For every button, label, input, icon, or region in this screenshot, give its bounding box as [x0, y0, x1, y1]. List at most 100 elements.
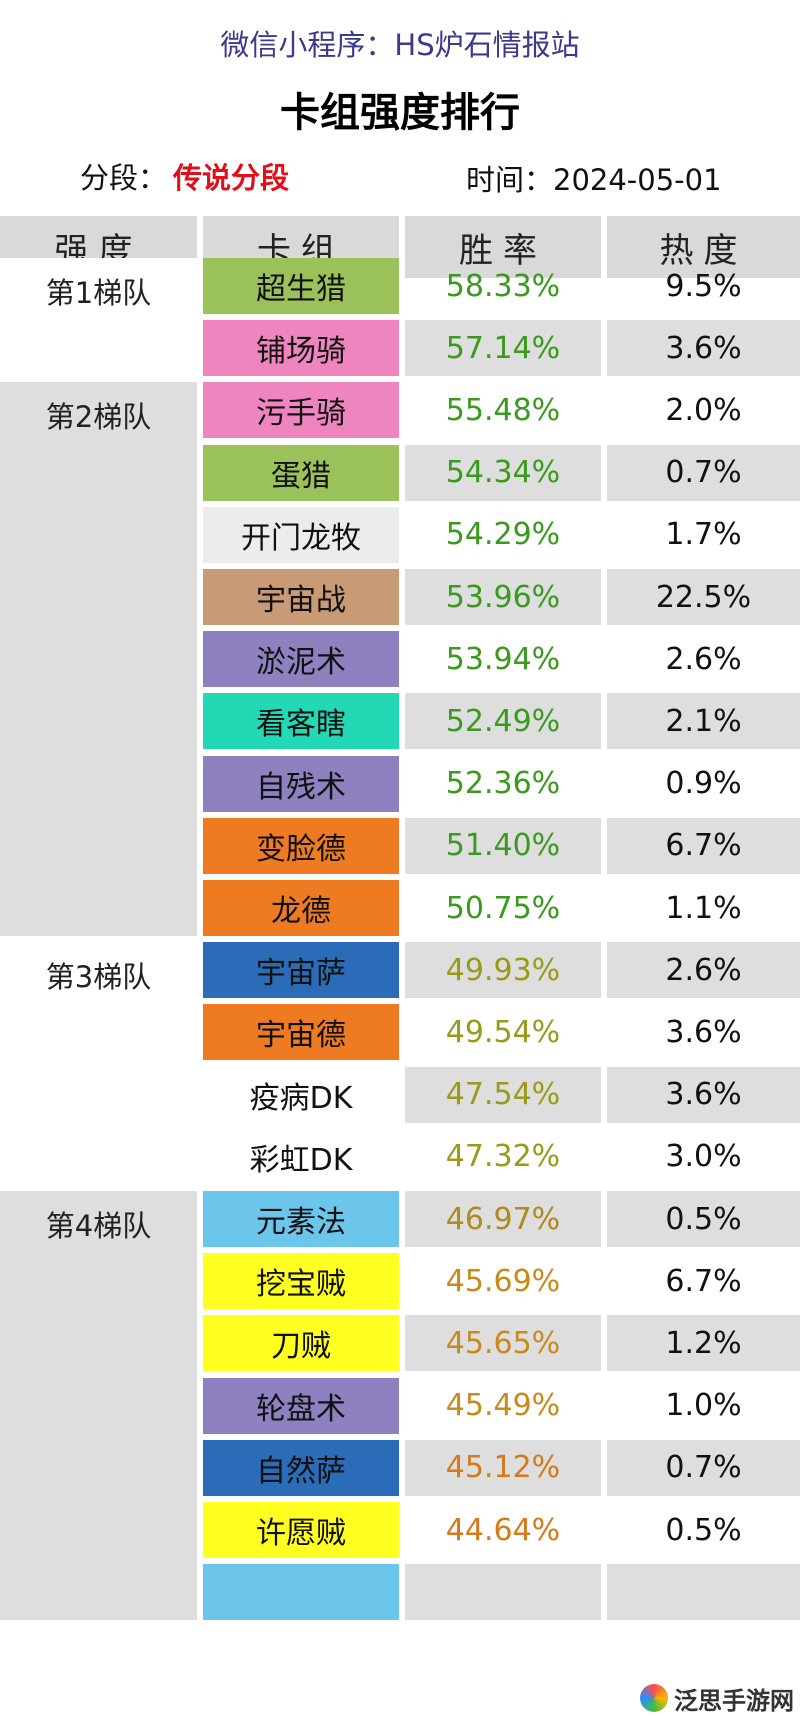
date-info: 时间：2024-05-01	[466, 163, 722, 197]
table-row: 疫病DK 47.54% 3.6%	[0, 1066, 800, 1123]
winrate-cell: 51.40%	[405, 817, 601, 874]
popularity-cell: 1.0%	[665, 1388, 742, 1424]
segment-value: 传说分段	[173, 161, 290, 195]
popularity-cell: 0.5%	[665, 1512, 742, 1548]
deck-name-cell: 轮盘术	[203, 1377, 399, 1434]
deck-name-cell: 看客瞎	[203, 693, 399, 750]
table-row: 元素法 46.97% 0.5%	[0, 1191, 800, 1247]
winrate-cell: 47.54%	[405, 1066, 601, 1123]
winrate-cell: 54.34%	[405, 444, 601, 501]
winrate-cell: 50.75%	[445, 890, 561, 926]
table-row: 宇宙德 49.54% 3.6%	[0, 1004, 800, 1061]
popularity-cell: 2.0%	[665, 392, 742, 428]
tier-band	[0, 258, 197, 377]
popularity-cell: 3.0%	[665, 1139, 742, 1175]
table-row: 自残术 52.36% 0.9%	[0, 755, 800, 812]
segment-label: 分段：	[80, 161, 168, 195]
column-header-winrate: 胜率	[405, 216, 601, 278]
deck-name-cell: 自然萨	[203, 1439, 399, 1496]
deck-name-cell: 污手骑	[203, 382, 399, 439]
popularity-cell: 3.6%	[607, 1066, 800, 1123]
table-row: 污手骑 55.48% 2.0%	[0, 382, 800, 439]
deck-name-cell: 超生猎	[203, 258, 399, 314]
popularity-cell: 22.5%	[607, 569, 800, 625]
table-row: 轮盘术 45.49% 1.0%	[0, 1377, 800, 1434]
deck-name-cell: 龙德	[203, 880, 399, 936]
table-row: 变脸德 51.40% 6.7%	[0, 817, 800, 874]
winrate-cell: 46.97%	[405, 1191, 601, 1247]
winrate-cell: 52.49%	[405, 693, 601, 750]
watermark-text: 泛思手游网	[674, 1686, 794, 1715]
deck-name-cell: 自残术	[203, 755, 399, 812]
winrate-cell: 45.69%	[445, 1263, 561, 1299]
deck-name-cell: 淤泥术	[203, 631, 399, 688]
deck-name-cell: 疫病DK	[203, 1066, 399, 1123]
tier-band	[0, 942, 197, 1185]
tier-label: 第2梯队	[45, 400, 152, 435]
deck-name-cell: 元素法	[203, 1191, 399, 1247]
winrate-cell: 54.29%	[445, 517, 561, 553]
deck-name-cell: 铺场骑	[203, 320, 399, 377]
winrate-cell: 55.48%	[445, 392, 561, 428]
winrate-cell: 52.36%	[445, 766, 561, 802]
deck-name-cell: 宇宙德	[203, 1004, 399, 1061]
table-row	[0, 1564, 800, 1621]
popularity-cell	[607, 1564, 800, 1621]
table-row: 自然萨 45.12% 0.7%	[0, 1439, 800, 1496]
popularity-cell: 2.1%	[607, 693, 800, 750]
winrate-cell: 57.14%	[405, 320, 601, 377]
popularity-cell: 1.2%	[607, 1315, 800, 1372]
popularity-cell: 6.7%	[607, 817, 800, 874]
table-row: 超生猎 58.33% 9.5%	[0, 258, 800, 314]
deck-name-cell: 开门龙牧	[203, 506, 399, 563]
popularity-cell: 2.6%	[607, 942, 800, 999]
winrate-cell: 49.93%	[405, 942, 601, 999]
popularity-cell: 0.9%	[665, 766, 742, 802]
popularity-cell: 3.6%	[607, 320, 800, 377]
deck-name-cell: 挖宝贼	[203, 1253, 399, 1310]
source-caption: 微信小程序：HS炉石情报站	[220, 28, 580, 62]
deck-name-cell: 宇宙萨	[203, 942, 399, 999]
winrate-cell: 47.32%	[445, 1139, 561, 1175]
table-row: 宇宙萨 49.93% 2.6%	[0, 942, 800, 999]
winrate-cell: 44.64%	[445, 1512, 561, 1548]
table-row: 刀贼 45.65% 1.2%	[0, 1315, 800, 1372]
table-row: 宇宙战 53.96% 22.5%	[0, 569, 800, 625]
winrate-cell: 45.12%	[405, 1439, 601, 1496]
popularity-cell: 1.1%	[665, 890, 742, 926]
deck-name-cell	[203, 1564, 399, 1621]
popularity-cell: 0.7%	[607, 1439, 800, 1496]
winrate-cell: 53.94%	[445, 641, 561, 677]
deck-name-cell: 变脸德	[203, 817, 399, 874]
winrate-cell: 45.65%	[405, 1315, 601, 1372]
popularity-cell: 0.5%	[607, 1191, 800, 1247]
deck-name-cell: 彩虹DK	[203, 1128, 399, 1185]
table-row: 看客瞎 52.49% 2.1%	[0, 693, 800, 750]
table-row: 开门龙牧 54.29% 1.7%	[0, 506, 800, 563]
table-row: 龙德 50.75% 1.1%	[0, 880, 800, 936]
popularity-cell: 6.7%	[665, 1263, 742, 1299]
tier-band	[0, 382, 197, 936]
tier-label: 第4梯队	[45, 1209, 152, 1243]
deck-name-cell: 许愿贼	[203, 1502, 399, 1558]
popularity-cell: 1.7%	[665, 517, 742, 553]
tier-band	[0, 1191, 197, 1621]
winrate-cell: 49.54%	[445, 1014, 561, 1050]
table-row: 彩虹DK 47.32% 3.0%	[0, 1128, 800, 1185]
popularity-cell: 3.6%	[665, 1014, 742, 1050]
winrate-cell	[405, 1564, 601, 1621]
tier-label: 第1梯队	[45, 276, 152, 310]
tier-label: 第3梯队	[45, 960, 152, 995]
winrate-cell: 53.96%	[405, 569, 601, 625]
popularity-cell: 9.5%	[665, 268, 742, 304]
winrate-cell: 58.33%	[445, 268, 561, 304]
column-header-popularity: 热度	[607, 216, 800, 278]
table-row: 蛋猎 54.34% 0.7%	[0, 444, 800, 501]
watermark: 泛思手游网	[640, 1680, 800, 1716]
deck-name-cell: 刀贼	[203, 1315, 399, 1372]
winrate-cell: 45.49%	[445, 1388, 561, 1424]
table-row: 许愿贼 44.64% 0.5%	[0, 1502, 800, 1558]
segment-info: 分段： 传说分段	[80, 155, 289, 197]
popularity-cell: 2.6%	[665, 641, 742, 677]
table-row: 铺场骑 57.14% 3.6%	[0, 320, 800, 377]
